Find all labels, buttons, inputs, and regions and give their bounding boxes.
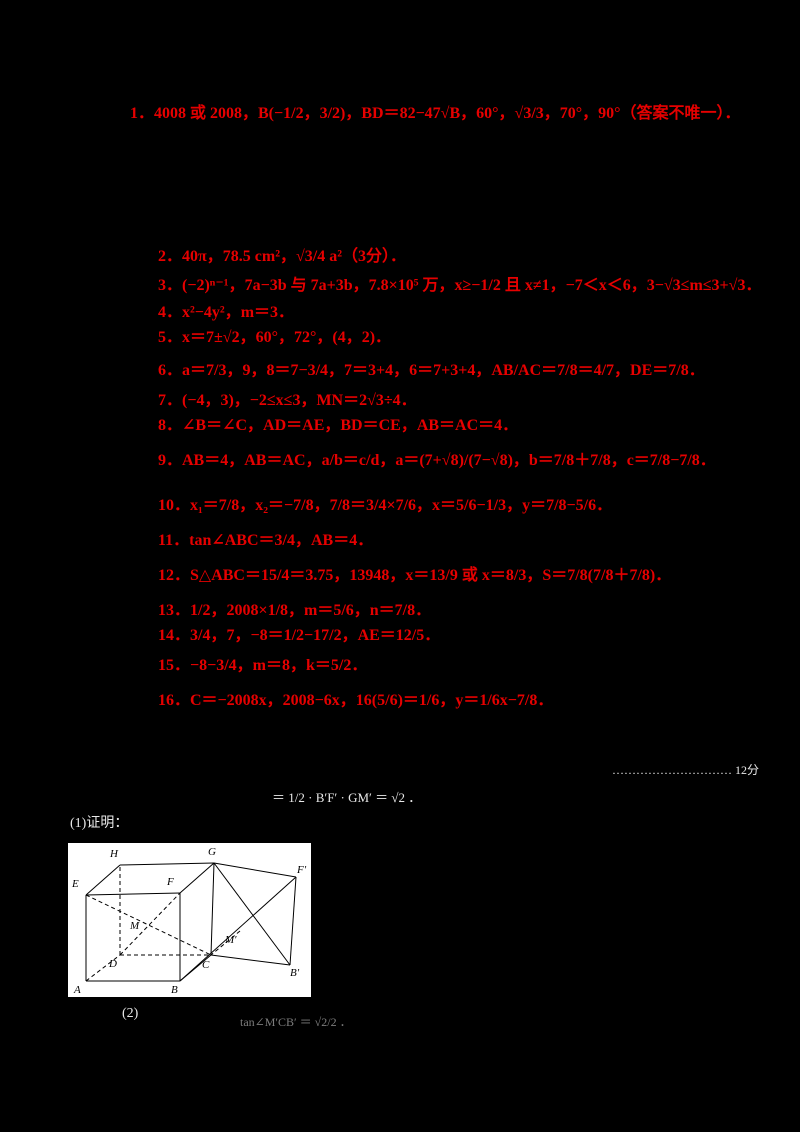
gray-working-note: tan∠M′CB′ ＝ √2/2 ．: [240, 1015, 352, 1029]
formula-line: ＝ 1/2 · B′F′ · GM′ ＝ √2 ．: [272, 790, 422, 805]
vertex-label-D: D: [108, 958, 117, 970]
answer-line: 2．40π，78.5 cm²，√3/4 a²（3分）．: [158, 248, 407, 265]
answer-line: 5．x＝7±√2，60°，72°，(4，2)．: [158, 329, 392, 346]
vertex-label-B: B: [171, 984, 178, 996]
answer-line: 10．x₁＝7/8，x₂＝−7/8，7/8＝3/4×7/6，x＝5/6−1/3，…: [158, 497, 613, 514]
cube-dashed-edges: [85, 865, 241, 982]
answer-line: 3．(−2)ⁿ⁻¹，7a−3b 与 7a+3b，7.8×10⁵ 万，x≥−1/2…: [158, 277, 762, 294]
cube-solid-edges: [85, 862, 297, 982]
answer-line: 7．(−4，3)，−2≤x≤3，MN＝2√3÷4．: [158, 392, 417, 409]
cube-diagram: A B C D E F G H M M′ B′ F′: [71, 846, 307, 996]
vertex-label-E: E: [71, 878, 79, 890]
point-label-M: M: [129, 920, 140, 932]
answer-line: 9．AB＝4，AB＝AC，a/b＝c/d，a＝(7+√8)/(7−√8)，b＝7…: [158, 452, 716, 469]
geometry-figure: A B C D E F G H M M′ B′ F′: [68, 843, 311, 997]
vertex-label-B-prime: B′: [290, 967, 300, 979]
proof-intro: (1)证明：: [70, 816, 129, 831]
vertex-label-G: G: [208, 846, 216, 858]
answer-line: 16．C＝−2008x，2008−6x，16(5/6)＝1/6，y＝1/6x−7…: [158, 692, 554, 709]
answer-line-top: 1．4008 或 2008，B(−1/2，3/2)，BD＝82−47√B，60°…: [130, 105, 741, 122]
part2-label: (2): [122, 1006, 139, 1021]
vertex-label-F: F: [166, 876, 174, 888]
answer-line: 8．∠B＝∠C，AD＝AE，BD＝CE，AB＝AC＝4．: [158, 417, 519, 434]
answer-line: 6．a＝7/3，9，8＝7−3/4，7＝3+4，6＝7+3+4，AB/AC＝7/…: [158, 362, 705, 379]
answer-line: 11．tan∠ABC＝3/4，AB＝4．: [158, 532, 374, 549]
point-label-M-prime: M′: [224, 934, 237, 946]
score-dots: ………………………… 12分: [612, 763, 760, 777]
answer-line: 15．−8−3/4，m＝8，k＝5/2．: [158, 657, 368, 674]
answer-line: 12．S△ABC＝15/4＝3.75，13948，x＝13/9 或 x＝8/3，…: [158, 567, 672, 584]
answer-line: 4．x²−4y²，m＝3．: [158, 304, 295, 321]
vertex-label-A: A: [73, 984, 81, 996]
answer-line: 13．1/2，2008×1/8，m＝5/6，n＝7/8．: [158, 602, 432, 619]
answer-line: 14．3/4，7，−8＝1/2−17/2，AE＝12/5．: [158, 627, 441, 644]
vertex-label-C: C: [202, 959, 210, 971]
vertex-label-H: H: [109, 848, 119, 860]
vertex-label-F-prime: F′: [296, 864, 307, 876]
